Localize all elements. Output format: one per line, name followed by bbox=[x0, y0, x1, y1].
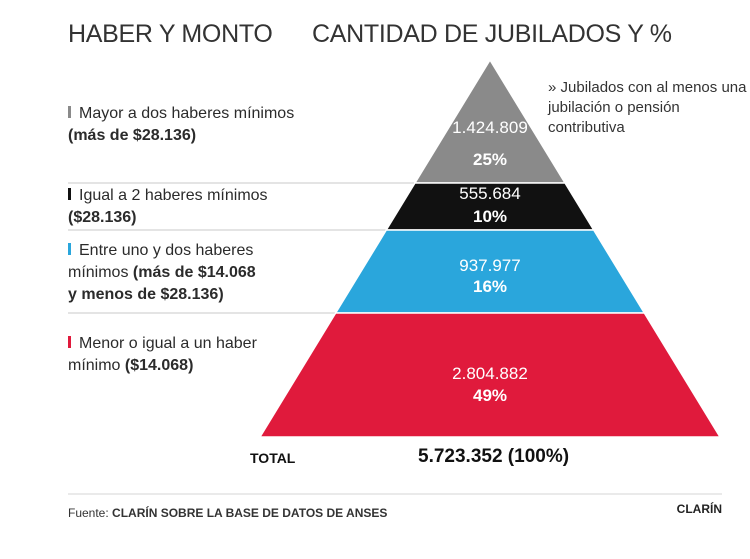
header-haber-y-monto: HABER Y MONTO bbox=[68, 20, 273, 48]
total-value: 5.723.352 (100%) bbox=[418, 446, 570, 467]
header-cantidad-jubilados: CANTIDAD DE JUBILADOS Y % bbox=[312, 20, 672, 48]
legend-text: Mayor a dos haberes mínimos bbox=[79, 105, 295, 122]
legend-text: Entre uno y dos haberes bbox=[79, 242, 254, 259]
segment-value-label: 937.977 bbox=[459, 256, 520, 275]
legend-swatch-black bbox=[68, 188, 71, 200]
legend-swatch-blue bbox=[68, 243, 71, 255]
pyramid-note: » Jubilados con al menos una jubilación … bbox=[548, 79, 747, 136]
legend-text: mínimo bbox=[68, 357, 125, 374]
segment-percent-label: 25% bbox=[473, 150, 507, 169]
source-footer: Fuente: CLARÍN SOBRE LA BASE DE DATOS DE… bbox=[68, 506, 387, 520]
segment-value-label: 1.424.809 bbox=[452, 118, 528, 137]
legend-item-entre: Entre uno y dos haberes mínimos (más de … bbox=[68, 240, 256, 306]
legend-item-menor: Menor o igual a un haber mínimo ($14.068… bbox=[68, 333, 257, 377]
legend-text: Igual a 2 haberes mínimos bbox=[79, 187, 268, 204]
legend-item-mayor: Mayor a dos haberes mínimos (más de $28.… bbox=[68, 103, 294, 147]
legend-bold: (más de $28.136) bbox=[68, 127, 197, 144]
legend-bold: ($14.068) bbox=[124, 357, 194, 374]
total-label: TOTAL bbox=[250, 450, 296, 466]
legend-item-igual: Igual a 2 haberes mínimos ($28.136) bbox=[68, 185, 268, 229]
source-text: CLARÍN SOBRE LA BASE DE DATOS DE ANSES bbox=[112, 506, 388, 520]
brand-logo: CLARÍN bbox=[676, 502, 722, 516]
segment-percent-label: 16% bbox=[473, 277, 507, 296]
legend-bold: (más de $14.068 bbox=[132, 264, 256, 281]
source-prefix: Fuente: bbox=[68, 506, 113, 520]
segment-value-label: 2.804.882 bbox=[452, 364, 528, 383]
legend-text: Menor o igual a un haber bbox=[79, 335, 257, 352]
legend-bold: y menos de $28.136) bbox=[68, 286, 224, 303]
segment-value-label: 555.684 bbox=[459, 184, 520, 203]
legend-bold: ($28.136) bbox=[68, 209, 137, 226]
pyramid-segment bbox=[258, 312, 722, 438]
legend-text: mínimos bbox=[68, 264, 133, 281]
segment-percent-label: 49% bbox=[473, 386, 507, 405]
segment-percent-label: 10% bbox=[473, 207, 507, 226]
legend-swatch-red bbox=[68, 336, 71, 348]
legend-swatch-gray bbox=[68, 106, 71, 118]
